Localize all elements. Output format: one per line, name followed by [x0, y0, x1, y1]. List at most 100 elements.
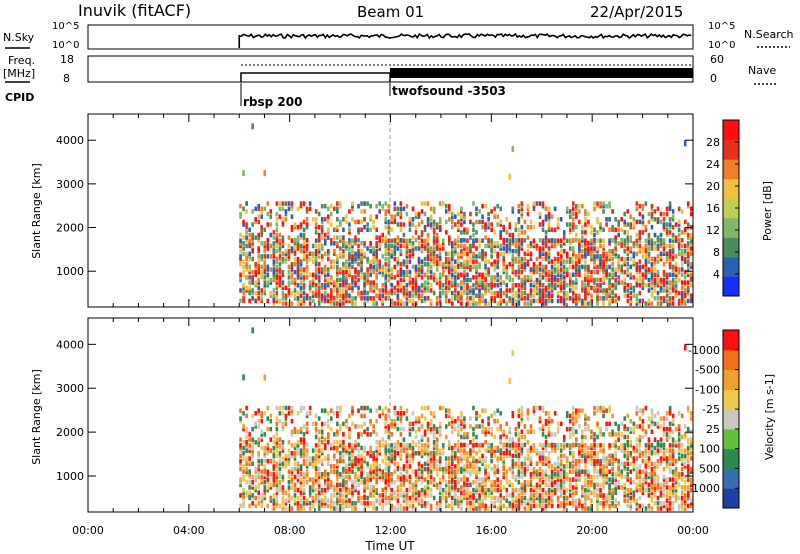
data-cell: [590, 293, 593, 298]
data-cell: [336, 264, 339, 270]
data-cell: [284, 211, 288, 217]
data-cell: [535, 450, 539, 456]
data-cell: [387, 290, 391, 296]
data-cell: [263, 374, 267, 381]
data-cell: [354, 219, 357, 225]
data-cell: [680, 209, 684, 214]
data-cell: [302, 445, 306, 451]
data-cell: [544, 288, 548, 293]
data-cell: [345, 503, 348, 509]
data-cell: [317, 503, 321, 509]
data-cell: [278, 453, 282, 459]
data-cell: [638, 301, 642, 306]
data-cell: [493, 290, 496, 296]
data-cell: [278, 214, 282, 219]
data-cell: [520, 256, 524, 262]
data-cell: [562, 259, 566, 264]
data-cell: [680, 254, 684, 259]
data-cell: [278, 466, 282, 472]
data-cell: [454, 493, 457, 498]
data-cell: [538, 426, 542, 432]
data-cell: [432, 246, 436, 251]
data-cell: [375, 301, 378, 306]
data-cell: [263, 248, 267, 254]
data-cell: [281, 285, 285, 291]
data-cell: [323, 437, 327, 442]
data-cell: [463, 418, 466, 424]
data-cell: [257, 450, 260, 456]
data-cell: [257, 464, 260, 469]
data-cell: [541, 203, 545, 209]
data-cell: [575, 416, 578, 421]
data-cell: [269, 293, 273, 298]
data-cell: [278, 405, 282, 411]
data-cell: [499, 219, 502, 225]
data-cell: [517, 203, 521, 209]
data-cell: [435, 472, 439, 477]
data-cell: [254, 264, 257, 270]
data-cell: [478, 443, 481, 448]
data-cell: [650, 290, 654, 296]
data-cell: [369, 466, 372, 472]
data-cell: [496, 487, 499, 493]
data-cell: [671, 235, 675, 240]
data-cell: [320, 285, 324, 291]
data-cell: [408, 238, 412, 243]
data-cell: [281, 301, 285, 306]
data-cell: [451, 296, 454, 301]
data-cell: [311, 280, 315, 285]
data-cell: [320, 230, 324, 235]
data-cell: [674, 238, 678, 243]
data-cell: [493, 262, 496, 267]
data-cell: [544, 254, 548, 259]
data-cell: [572, 296, 575, 301]
data-cell: [668, 230, 672, 235]
data-cell: [369, 485, 372, 490]
data-cell: [402, 288, 406, 293]
data-cell: [481, 429, 484, 434]
data-cell: [502, 461, 506, 467]
data-cell: [608, 248, 611, 254]
data-cell: [317, 458, 321, 464]
data-cell: [429, 469, 433, 474]
data-cell: [438, 498, 442, 503]
data-cell: [375, 264, 378, 270]
data-cell: [538, 442, 542, 448]
data-cell: [317, 448, 321, 453]
data-cell: [572, 456, 575, 461]
data-cell: [248, 490, 251, 495]
data-cell: [345, 214, 348, 219]
data-cell: [505, 434, 509, 440]
data-cell: [626, 282, 630, 288]
data-cell: [544, 482, 548, 488]
data-cell: [405, 495, 409, 501]
data-cell: [402, 477, 406, 482]
data-cell: [278, 232, 282, 238]
data-cell: [260, 474, 264, 480]
data-cell: [293, 445, 297, 451]
data-cell: [290, 214, 294, 219]
data-cell: [478, 498, 481, 503]
data-cell: [611, 248, 614, 254]
data-cell: [487, 445, 490, 451]
data-cell: [505, 282, 509, 288]
data-cell: [314, 464, 318, 469]
data-cell: [420, 269, 424, 275]
data-cell: [405, 450, 409, 456]
data-cell: [532, 288, 536, 293]
data-cell: [565, 272, 569, 278]
data-cell: [384, 217, 388, 222]
data-cell: [457, 456, 460, 461]
data-cell: [357, 424, 360, 429]
data-cell: [287, 269, 291, 275]
data-cell: [272, 296, 276, 301]
data-cell: [623, 259, 627, 264]
data-cell: [420, 443, 424, 448]
data-cell: [641, 282, 645, 288]
data-cell: [348, 285, 351, 291]
data-cell: [381, 503, 385, 509]
data-cell: [299, 490, 303, 495]
data-cell: [460, 456, 463, 461]
data-cell: [484, 448, 487, 453]
data-cell: [478, 495, 481, 501]
